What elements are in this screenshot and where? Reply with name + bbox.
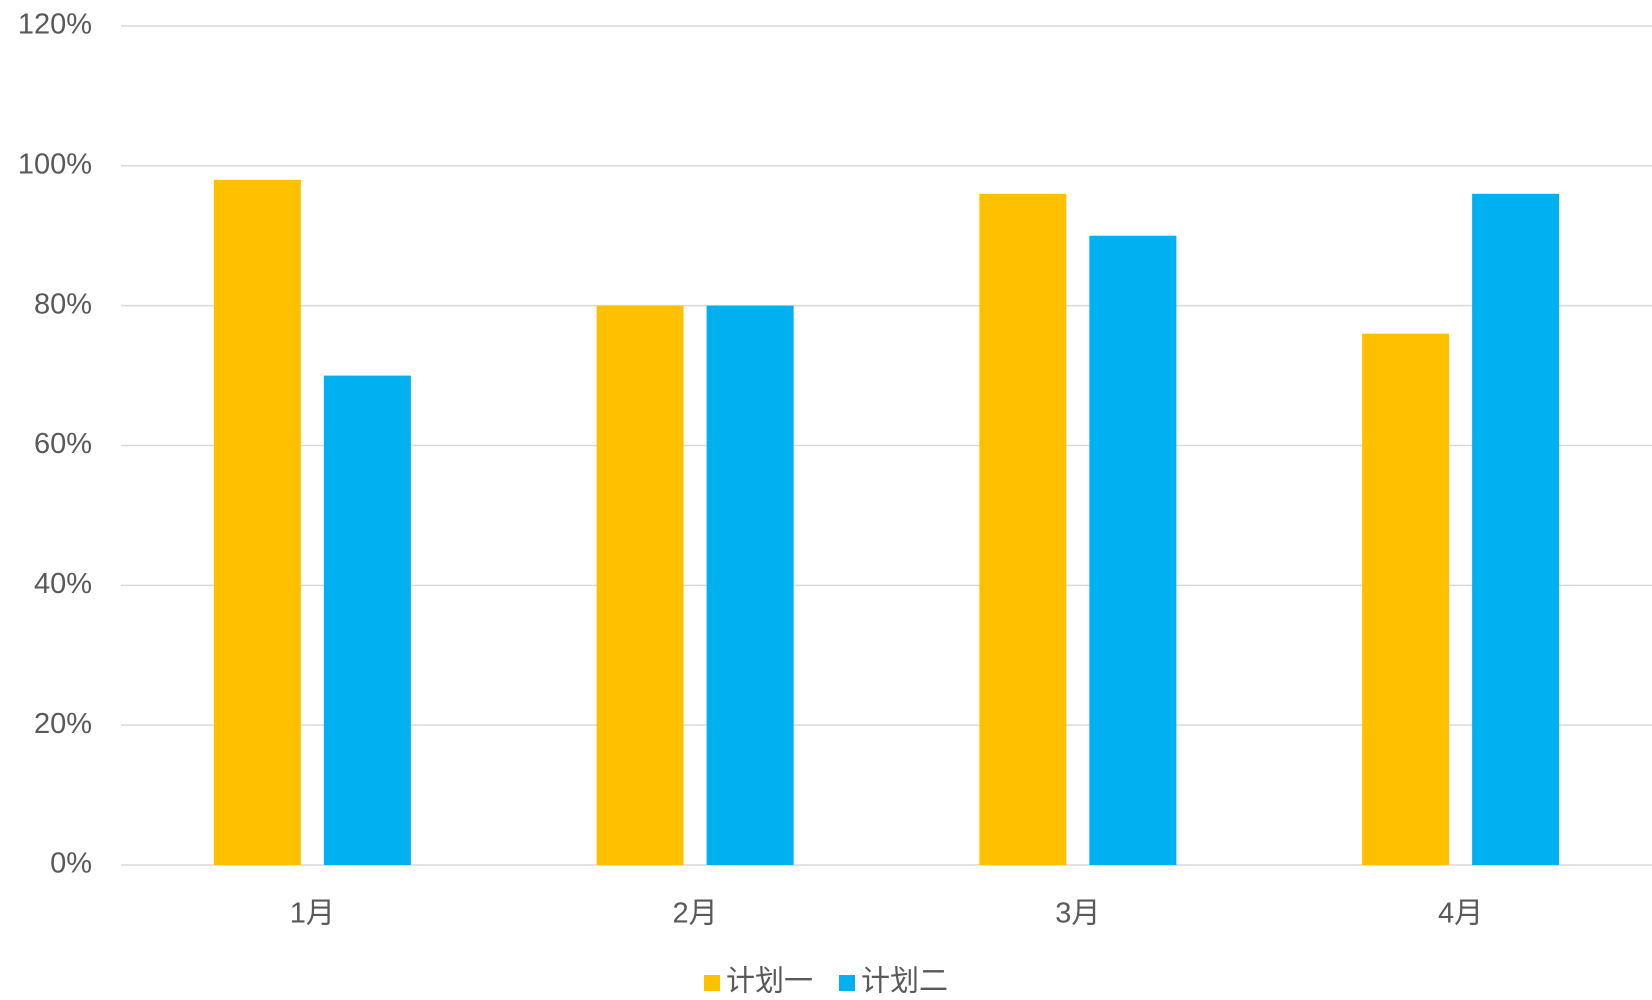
y-tick-label: 80% <box>34 288 92 320</box>
bar-1 <box>1362 333 1450 866</box>
legend-item: 计划一 <box>704 965 813 998</box>
bar-2 <box>1472 193 1560 866</box>
legend: 计划一 计划二 <box>704 965 948 998</box>
legend-swatch <box>704 975 720 991</box>
y-axis-tick-labels: 0% 20% 40% 60% 80% 100% 120% <box>18 9 92 880</box>
bar-2 <box>1089 235 1177 865</box>
y-tick-label: 20% <box>34 708 92 740</box>
bar-2 <box>323 375 411 865</box>
x-tick-label: 2月 <box>673 898 718 930</box>
x-axis-tick-labels: 1月 2月 3月 4月 <box>290 898 1483 930</box>
x-tick-label: 3月 <box>1055 898 1100 930</box>
bars <box>213 179 1560 866</box>
y-tick-label: 120% <box>18 9 92 41</box>
legend-swatch <box>839 975 855 991</box>
y-tick-label: 100% <box>18 148 92 180</box>
legend-label: 计划一 <box>726 965 813 998</box>
y-tick-label: 60% <box>34 428 92 460</box>
x-tick-label: 4月 <box>1438 898 1483 930</box>
y-tick-label: 40% <box>34 568 92 600</box>
bar-2 <box>706 305 794 866</box>
bar-1 <box>213 179 301 866</box>
x-tick-label: 1月 <box>290 898 335 930</box>
y-tick-label: 0% <box>50 848 92 880</box>
legend-label: 计划二 <box>861 965 948 998</box>
bar-1 <box>596 305 684 866</box>
bar-1 <box>979 193 1067 866</box>
legend-item: 计划二 <box>839 965 948 998</box>
